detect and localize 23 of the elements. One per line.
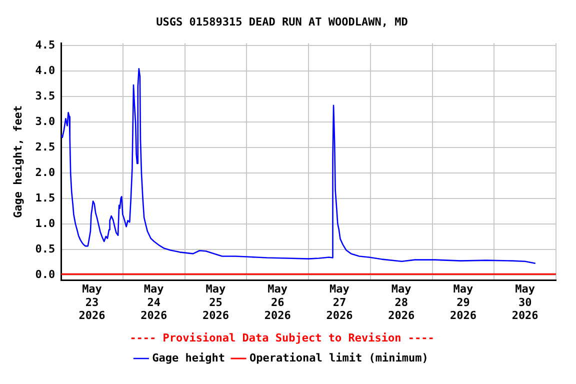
x-tick-label: May 26 2026 [264,282,292,322]
y-tick-label: 4.5 [35,38,56,52]
y-tick-label: 1.0 [35,216,56,230]
x-tick-label: May 24 2026 [140,282,168,322]
x-tick-label: May 23 2026 [78,282,106,322]
x-tick-label: May 27 2026 [326,282,354,322]
chart-title: USGS 01589315 DEAD RUN AT WOODLAWN, MD [156,15,408,28]
y-axis-title: Gage height, feet [11,105,24,218]
y-tick-label: 2.0 [35,166,56,180]
x-tick-label: May 30 2026 [512,282,539,322]
y-tick-label: 3.0 [35,115,56,128]
legend-label: Operational limit (minimum) [250,351,428,364]
y-tick-label: 2.5 [35,140,56,154]
x-tick-label: May 28 2026 [388,282,415,322]
x-tick-label: May 29 2026 [450,282,477,322]
y-tick-label: 1.5 [35,192,56,205]
legend-label: Gage height [152,351,226,364]
y-tick-label: 3.5 [35,90,56,103]
x-tick-label: May 25 2026 [202,282,230,322]
y-tick-label: 0.0 [35,268,56,281]
y-tick-label: 4.0 [35,64,56,78]
y-tick-label: 0.5 [35,242,56,256]
text: ---- Provisional Data Subject to Revision ---- [130,331,434,344]
